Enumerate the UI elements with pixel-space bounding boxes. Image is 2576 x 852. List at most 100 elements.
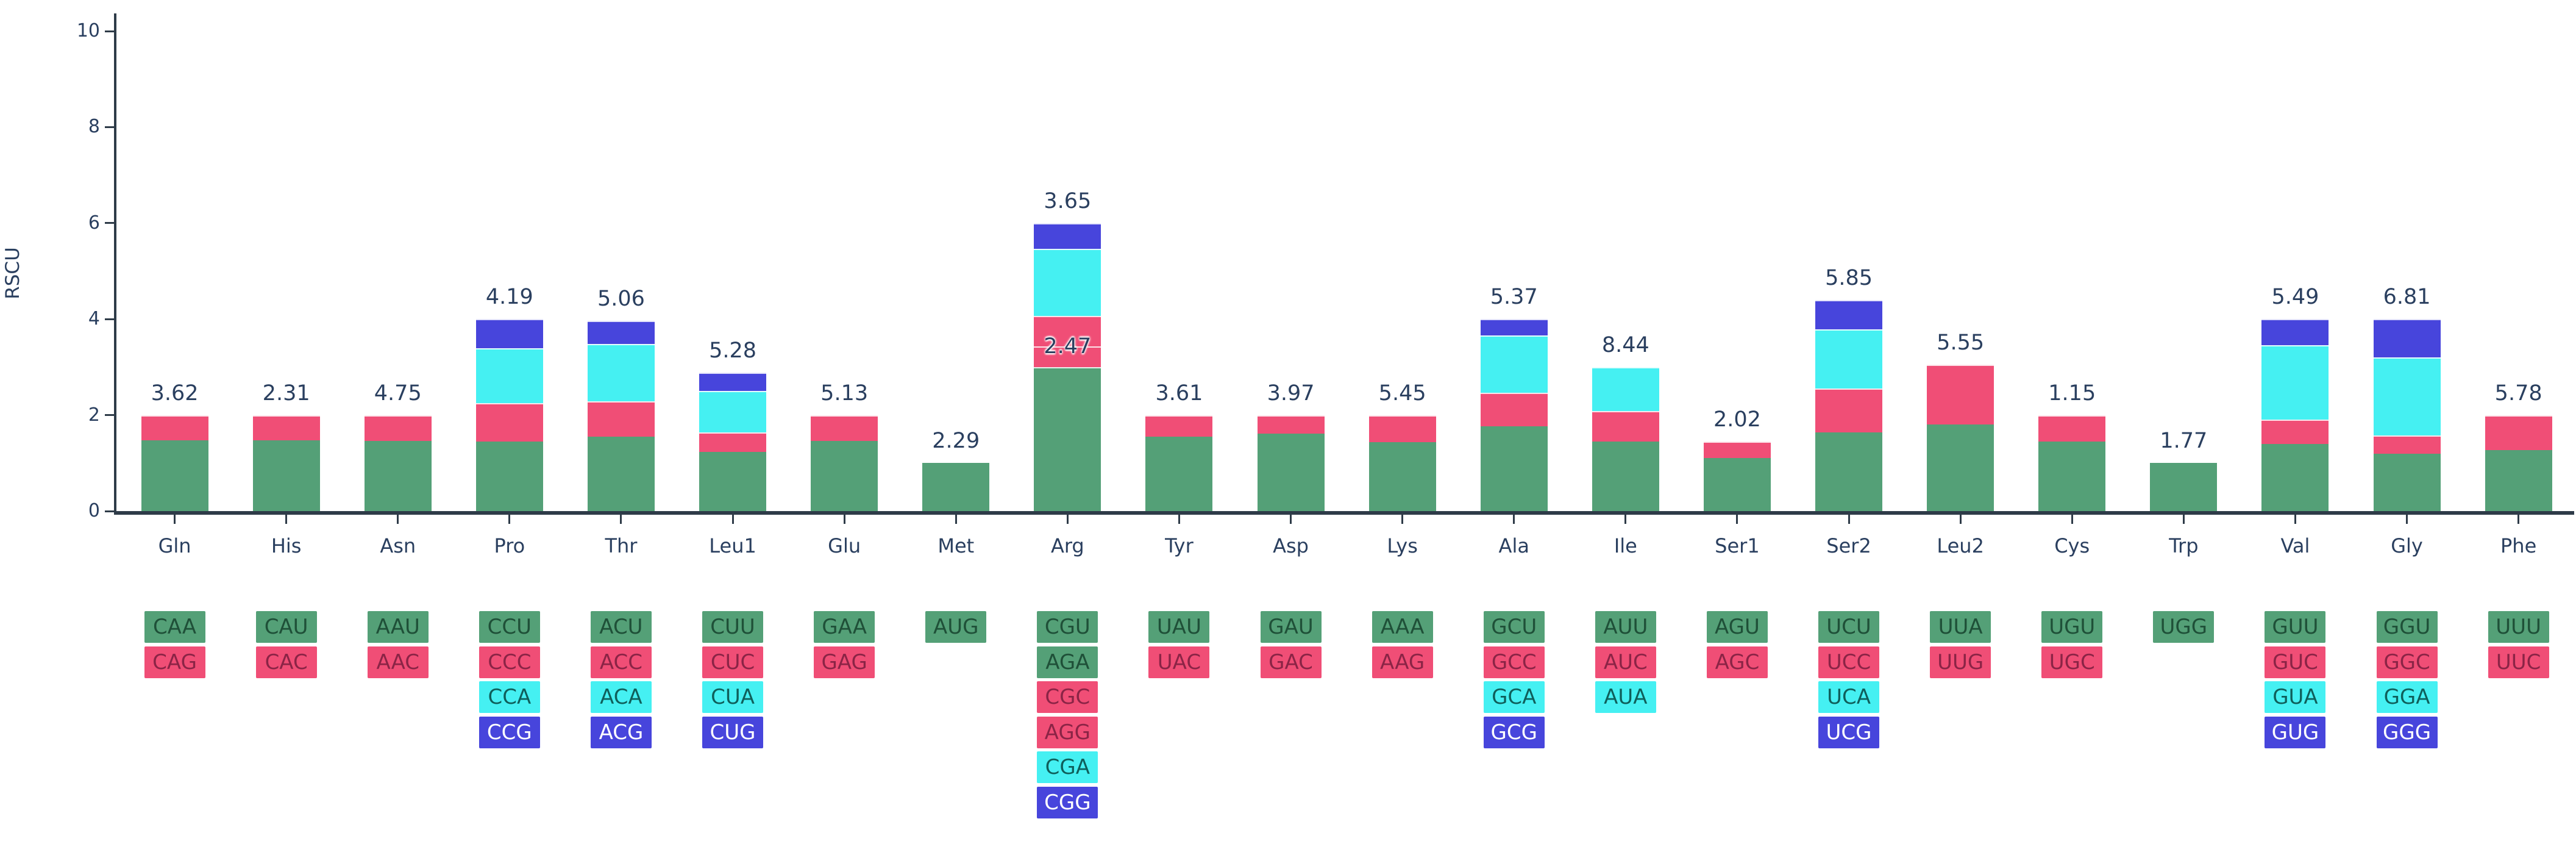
bar-segment-CCG [475,319,543,349]
codon-box-GUA: GUA [2265,681,2326,714]
codon-box-AUG: AUG [925,611,987,643]
x-tick-label-Met: Met [938,534,975,557]
bar-segment-AGG [1034,316,1101,347]
codon-box-ACU: ACU [590,611,652,643]
y-tick-label: 4 [88,308,100,330]
bar-segment-UUU [2485,450,2552,511]
bar-value-label: 5.45 [1378,381,1426,406]
bar-value-label: 8.44 [1601,332,1649,357]
bar-value-label: 4.75 [374,381,422,406]
x-tick-label-Ser2: Ser2 [1826,534,1871,557]
codon-box-CCA: CCA [479,681,540,714]
bar-segment-GAA [811,441,878,511]
bar-segment-AAA [1368,442,1436,511]
codon-box-CAG: CAG [144,646,205,678]
codon-box-UGC: UGC [2041,646,2103,678]
codon-box-GUG: GUG [2265,716,2326,748]
codon-box-UUG: UUG [1930,646,1991,678]
x-tick-mark [620,515,622,524]
codon-box-GCU: GCU [1483,611,1545,643]
x-tick-mark [955,515,957,524]
codon-box-UAU: UAU [1148,611,1210,643]
x-tick-label-Gln: Gln [158,534,191,557]
bar-segment-CCA [475,348,543,403]
x-axis-line [114,511,2574,515]
bar-segment-CGC [1034,346,1101,367]
bar-segment-GGA [2373,357,2441,436]
x-tick-label-Trp: Trp [2169,534,2199,557]
codon-box-UCC: UCC [1818,646,1880,678]
codon-box-GGU: GGU [2376,611,2438,643]
x-tick-mark [174,515,176,524]
codon-box-CAC: CAC [255,646,317,678]
codon-box-AGU: AGU [1706,611,1768,643]
codon-box-CGC: CGC [1037,681,1098,714]
x-tick-label-Pro: Pro [494,534,525,557]
bar-segment-UGG [2150,463,2218,511]
codon-box-CCU: CCU [479,611,540,643]
codon-box-GAA: GAA [814,611,875,643]
codon-box-GGG: GGG [2376,716,2438,748]
x-tick-mark [1736,515,1738,524]
bar-segment-GAG [811,415,878,442]
codon-box-UGG: UGG [2153,611,2215,643]
codon-box-UUC: UUC [2488,646,2549,678]
bar-segment-UCC [1815,388,1883,432]
y-tick-label: 10 [76,20,100,41]
x-tick-mark [2182,515,2185,524]
x-tick-mark [1066,515,1069,524]
bar-value-label: 4.19 [485,285,533,310]
bar-segment-GUU [2261,443,2329,511]
codon-box-CUC: CUC [702,646,764,678]
bar-segment-CUU [699,452,767,511]
codon-box-CGG: CGG [1037,787,1098,818]
bar-segment-CGG [1034,223,1101,249]
codon-box-CUU: CUU [702,611,764,643]
bar-segment-ACA [587,344,655,401]
bar-segment-GCA [1480,335,1548,393]
bar-segment-GGC [2373,435,2441,454]
bar-segment-ACU [587,437,655,511]
codon-box-AAC: AAC [367,646,429,678]
x-tick-mark [731,515,734,524]
x-tick-label-Ala: Ala [1498,534,1529,557]
x-tick-label-Val: Val [2280,534,2310,557]
codon-box-UCU: UCU [1818,611,1880,643]
bar-segment-AUU [1592,441,1659,511]
codon-box-AAA: AAA [1372,611,1433,643]
codon-box-CAU: CAU [255,611,317,643]
y-axis-title: RSCU [1,247,24,299]
bar-segment-AAU [364,441,432,511]
bar-segment-AAC [364,415,432,442]
bar-segment-CAG [141,415,208,441]
x-tick-mark [1624,515,1627,524]
bar-value-label: 5.37 [1490,285,1538,310]
x-tick-label-Arg: Arg [1050,534,1084,557]
codon-box-UCA: UCA [1818,681,1880,714]
codon-box-CAA: CAA [144,611,205,643]
codon-box-GGA: GGA [2376,681,2438,714]
codon-box-GCG: GCG [1483,716,1545,748]
bar-segment-UGU [2038,441,2106,511]
y-tick-mark [105,126,114,128]
codon-box-GAG: GAG [814,646,875,678]
y-tick-label: 6 [88,212,100,234]
bar-segment-AUA [1592,367,1659,412]
x-tick-label-Gly: Gly [2391,534,2423,557]
x-tick-label-Ile: Ile [1614,534,1637,557]
bar-segment-GCG [1480,319,1548,335]
x-tick-mark [1848,515,1850,524]
codon-box-UUA: UUA [1930,611,1991,643]
bar-segment-AGC [1703,441,1771,459]
bar-segment-ACC [587,401,655,437]
bar-segment-AUG [922,463,990,511]
x-tick-label-Ser1: Ser1 [1715,534,1760,557]
bar-value-label: 2.31 [262,381,310,406]
codon-box-UCG: UCG [1818,716,1880,748]
bar-value-label: 5.78 [2494,381,2542,406]
x-tick-mark [2294,515,2296,524]
bar-segment-CCU [475,441,543,511]
bar-segment-UUC [2485,415,2552,451]
y-axis-line [114,13,116,515]
bar-segment-UCG [1815,299,1883,329]
